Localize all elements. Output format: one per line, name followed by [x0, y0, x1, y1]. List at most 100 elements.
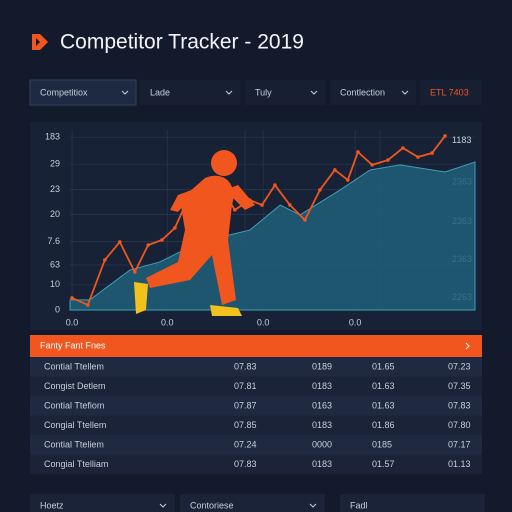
point: [103, 258, 107, 262]
table-cell: 0189: [312, 361, 332, 371]
point: [160, 238, 164, 242]
table-row[interactable]: [30, 357, 482, 377]
table-cell: 07.80: [448, 420, 471, 430]
point: [133, 270, 137, 274]
dropdown-arrow: [310, 90, 318, 95]
filter-label: ETL 7403: [430, 87, 469, 97]
table-cell: Congist Detlem: [44, 381, 106, 391]
table-cell: 0163: [312, 400, 332, 410]
point: [443, 134, 447, 138]
x-tick-label: 0.0: [66, 317, 79, 327]
x-tick-label: 0.0: [161, 317, 174, 327]
table-cell: Congial Ttelliam: [44, 459, 108, 469]
table-cell: 0183: [312, 420, 332, 430]
filter-label: Contlection: [340, 87, 385, 97]
table-cell: 01.57: [372, 459, 395, 469]
table-cell: 07.83: [234, 459, 257, 469]
table-cell: 07.81: [234, 381, 257, 391]
filter-box[interactable]: [140, 80, 240, 105]
y-tick-label: 20: [50, 209, 60, 219]
point: [146, 243, 150, 247]
runner-shoes: [134, 282, 242, 316]
point: [386, 158, 390, 162]
filter-label: Lade: [150, 87, 170, 97]
footer-filter[interactable]: [180, 494, 325, 512]
point: [318, 188, 322, 192]
footer-filter-label: Hoetz: [40, 500, 64, 510]
y-tick-label: 63: [50, 259, 60, 269]
chevron: [465, 342, 470, 350]
point: [118, 240, 122, 244]
table-cell: 0183: [312, 459, 332, 469]
filter-label: Competitiox: [40, 87, 88, 97]
runner-arms: [170, 185, 255, 212]
title: Competitor Tracker - 2019: [60, 31, 304, 54]
point: [173, 226, 177, 230]
table-cell: 07.83: [234, 361, 257, 371]
logo: [32, 34, 48, 50]
footer-filter[interactable]: [30, 494, 175, 512]
y-tick-label: 23: [50, 184, 60, 194]
table-cell: Contial Ttellem: [44, 361, 104, 371]
table-row[interactable]: [30, 454, 482, 475]
table-cell: Contial Tteliem: [44, 439, 104, 449]
table-cell: 01.13: [448, 459, 471, 469]
point: [86, 303, 90, 307]
table-cell: 07.85: [234, 420, 257, 430]
filter-box[interactable]: [245, 80, 325, 105]
point: [303, 218, 307, 222]
table-cell: 01.65: [372, 361, 395, 371]
table-title: Fanty Fant Fnes: [40, 340, 106, 350]
table-cell: 01.63: [372, 400, 395, 410]
x-tick-label: 0.0: [349, 317, 362, 327]
point: [346, 178, 350, 182]
y-tick-label: 10: [50, 279, 60, 289]
runner-body: [146, 175, 236, 305]
y-tick-label: 7.6: [47, 236, 60, 246]
point: [430, 151, 434, 155]
dropdown-arrow: [401, 90, 409, 95]
table-cell: 01.86: [372, 420, 395, 430]
table-row[interactable]: [30, 415, 482, 436]
y-tick-label: 183: [45, 132, 60, 142]
table-row[interactable]: [30, 396, 482, 416]
dropdown-arrow: [159, 503, 167, 508]
runner-head: [211, 150, 237, 176]
dropdown-arrow: [121, 90, 129, 95]
table-cell: Contial Ttefiom: [44, 400, 104, 410]
footer-filter[interactable]: [340, 494, 485, 512]
table-row[interactable]: [30, 435, 482, 455]
point: [288, 203, 292, 207]
point: [233, 208, 237, 212]
point: [273, 183, 277, 187]
table-cell: 07.17: [448, 439, 471, 449]
footer-filter-label: Fadl: [350, 500, 368, 510]
table-cell: 07.87: [234, 400, 257, 410]
filter-box[interactable]: [420, 80, 482, 105]
point: [370, 163, 374, 167]
footer-filter-label: Contoriese: [190, 500, 234, 510]
table-cell: 07.35: [448, 381, 471, 391]
table-cell: 0183: [312, 381, 332, 391]
table-cell: 01.63: [372, 381, 395, 391]
table-cell: 0000: [312, 439, 332, 449]
filter-box[interactable]: [330, 80, 416, 105]
filter-label: Tuly: [255, 87, 272, 97]
table-header[interactable]: [30, 335, 482, 357]
table-cell: 0185: [372, 439, 392, 449]
table-cell: Congial Ttellem: [44, 420, 106, 430]
dropdown-arrow: [309, 503, 317, 508]
table-cell: 07.24: [234, 439, 257, 449]
x-tick-label: 0.0: [257, 317, 270, 327]
point: [416, 155, 420, 159]
filters: Competitiox Lade Tuly Contlection ETL 7403 Ho…: [29, 79, 485, 512]
point: [70, 296, 74, 300]
table: Contial Ttellem 07.83 0189 01.65 07.23 Congis…: [30, 357, 482, 474]
table-cell: 07.83: [448, 400, 471, 410]
y2-tick-label: 1183: [452, 135, 471, 145]
table-cell: 07.23: [448, 361, 471, 371]
table-row[interactable]: [30, 376, 482, 397]
filter-box[interactable]: [29, 79, 137, 106]
point: [260, 203, 264, 207]
